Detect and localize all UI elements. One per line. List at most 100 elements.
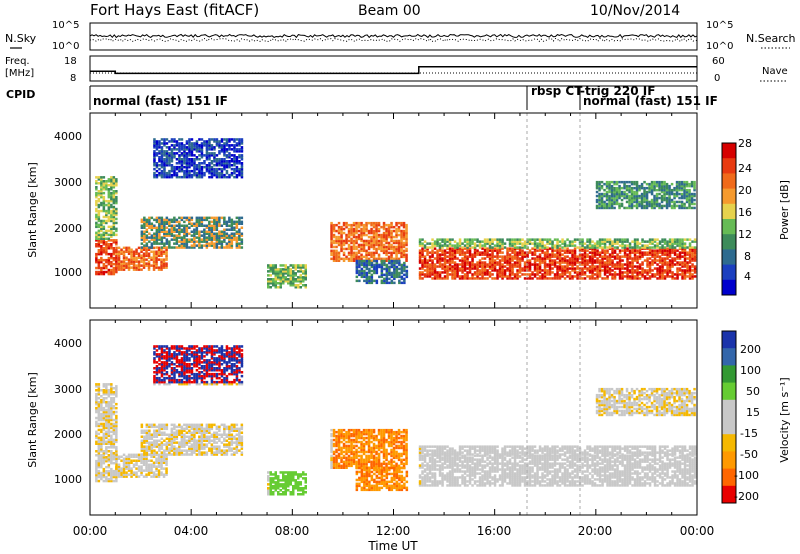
heatmap-cell: [498, 265, 502, 268]
heatmap-cell: [491, 255, 494, 258]
heatmap-cell: [137, 262, 141, 265]
heatmap-cell: [180, 142, 184, 145]
heatmap-cell: [483, 269, 487, 272]
heatmap-cell: [100, 459, 103, 463]
heatmap-cell: [561, 238, 564, 241]
heatmap-cell: [228, 148, 231, 151]
heatmap-cell: [438, 261, 442, 264]
heatmap-cell: [95, 385, 98, 388]
heatmap-cell: [581, 267, 584, 270]
heatmap-cell: [193, 158, 196, 161]
heatmap-cell: [125, 258, 128, 261]
heatmap-cell: [616, 261, 619, 264]
heatmap-cell: [355, 253, 358, 257]
noise-tick-high: 10^5: [52, 20, 79, 31]
heatmap-cell: [178, 167, 181, 171]
heatmap-cell: [102, 428, 106, 432]
heatmap-cell: [304, 268, 307, 271]
cpid-entry-4: normal (fast) 151 IF: [583, 94, 718, 108]
heatmap-cell: [153, 152, 156, 155]
heatmap-cell: [438, 263, 442, 266]
heatmap-cell: [180, 175, 184, 179]
heatmap-cell: [498, 273, 502, 276]
heatmap-cell: [443, 275, 447, 278]
heatmap-cell: [198, 154, 201, 157]
heatmap-cell: [100, 252, 103, 256]
heatmap-cell: [107, 178, 111, 181]
heatmap-cell: [140, 218, 144, 222]
heatmap-cell: [127, 262, 131, 265]
heatmap-cell: [235, 165, 239, 169]
heatmap-cell: [365, 249, 368, 253]
heatmap-cell: [573, 259, 577, 262]
heatmap-cell: [337, 239, 341, 243]
heatmap-cell: [466, 249, 469, 252]
heatmap-cell: [175, 218, 179, 222]
heatmap-cell: [97, 385, 101, 388]
heatmap-cell: [355, 225, 358, 229]
heatmap-cell: [115, 256, 118, 260]
heatmap-cell: [628, 255, 632, 258]
heatmap-cell: [603, 251, 607, 254]
heatmap-cell: [483, 263, 487, 266]
heatmap-cell: [608, 269, 612, 272]
heatmap-cell: [546, 249, 549, 252]
heatmap-cell: [651, 269, 654, 272]
heatmap-cell: [481, 240, 484, 243]
heatmap-cell: [400, 237, 403, 241]
heatmap-cell: [491, 249, 494, 252]
heatmap-cell: [623, 246, 627, 249]
heatmap-cell: [200, 165, 204, 169]
heatmap-cell: [97, 387, 101, 390]
heatmap-cell: [573, 251, 577, 254]
heatmap-cell: [526, 277, 529, 280]
heatmap-cell: [503, 242, 507, 245]
heatmap-cell: [593, 251, 597, 254]
heatmap-cell: [506, 251, 509, 254]
heatmap-cell: [390, 223, 393, 227]
heatmap-cell: [205, 146, 209, 149]
heatmap-cell: [220, 224, 224, 227]
heatmap-cell: [548, 240, 552, 243]
heatmap-cell: [203, 228, 206, 231]
heatmap-cell: [107, 243, 111, 246]
heatmap-cell: [663, 190, 666, 194]
heatmap-cell: [688, 265, 692, 268]
heatmap-cell: [625, 194, 629, 198]
heatmap-cell: [140, 242, 144, 245]
heatmap-cell: [238, 234, 241, 237]
heatmap-cell: [493, 277, 497, 280]
heatmap-cell: [536, 263, 539, 266]
heatmap-cell: [645, 192, 649, 196]
heatmap-cell: [456, 271, 459, 274]
heatmap-cell: [571, 275, 574, 278]
heatmap-cell: [691, 263, 694, 266]
heatmap-cell: [215, 226, 219, 229]
heatmap-cell: [193, 224, 196, 227]
heatmap-cell: [105, 436, 108, 440]
heatmap-cell: [618, 263, 622, 266]
heatmap-cell: [135, 258, 138, 261]
heatmap-cell: [200, 216, 204, 220]
heatmap-cell: [616, 267, 619, 270]
heatmap-cell: [95, 459, 98, 463]
heatmap-cell: [516, 257, 519, 260]
heatmap-cell: [367, 257, 371, 261]
heatmap-cell: [436, 271, 439, 274]
heatmap-cell: [102, 410, 106, 414]
heatmap-cell: [195, 164, 199, 167]
heatmap-cell: [115, 475, 118, 479]
heatmap-cell: [581, 277, 584, 280]
heatmap-cell: [436, 261, 439, 264]
heatmap-cell: [304, 286, 307, 289]
heatmap-cell: [105, 442, 108, 445]
heatmap-cell: [668, 190, 671, 194]
heatmap-cell: [483, 267, 487, 270]
heatmap-cell: [676, 277, 679, 280]
heatmap-cell: [105, 241, 108, 244]
heatmap-cell: [140, 232, 144, 235]
heatmap-cell: [566, 261, 569, 264]
heatmap-cell: [503, 255, 507, 258]
heatmap-cell: [112, 454, 116, 457]
heatmap-cell: [132, 459, 136, 462]
